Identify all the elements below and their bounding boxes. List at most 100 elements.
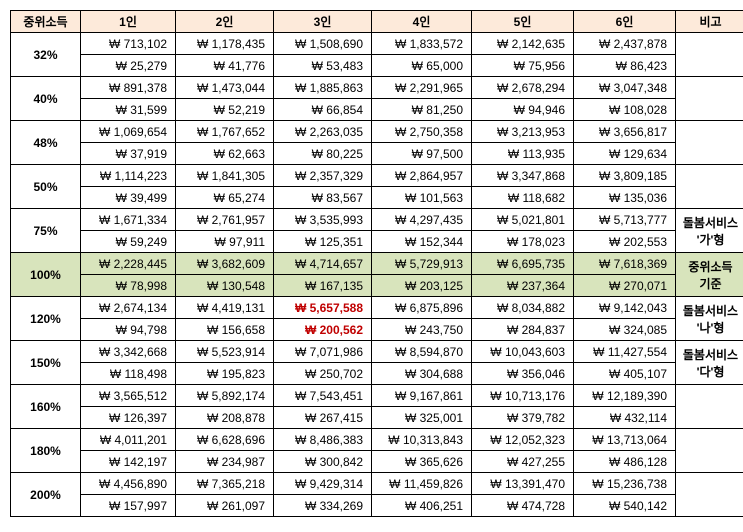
value-cell: ₩ 7,543,451 (274, 385, 372, 407)
value-cell: ₩ 157,997 (81, 495, 176, 517)
value-cell: ₩ 1,069,654 (81, 121, 176, 143)
table-row: 75%₩ 1,671,334₩ 2,761,957₩ 3,535,993₩ 4,… (11, 209, 743, 231)
col-header: 2인 (176, 11, 274, 33)
table-row: 100%₩ 2,228,445₩ 3,682,609₩ 4,714,657₩ 5… (11, 253, 743, 275)
value-cell: ₩ 80,225 (274, 143, 372, 165)
value-cell: ₩ 65,274 (176, 187, 274, 209)
value-cell: ₩ 178,023 (472, 231, 574, 253)
value-cell: ₩ 6,628,696 (176, 429, 274, 451)
value-cell: ₩ 195,823 (176, 363, 274, 385)
value-cell: ₩ 4,419,131 (176, 297, 274, 319)
value-cell: ₩ 1,885,863 (274, 77, 372, 99)
value-cell: ₩ 3,656,817 (574, 121, 676, 143)
value-cell: ₩ 234,987 (176, 451, 274, 473)
value-cell: ₩ 2,228,445 (81, 253, 176, 275)
value-cell: ₩ 94,946 (472, 99, 574, 121)
value-cell: ₩ 3,347,868 (472, 165, 574, 187)
note-cell (676, 473, 743, 517)
pct-cell: 120% (11, 297, 81, 341)
value-cell: ₩ 1,114,223 (81, 165, 176, 187)
value-cell: ₩ 75,956 (472, 55, 574, 77)
value-cell: ₩ 37,919 (81, 143, 176, 165)
value-cell: ₩ 261,097 (176, 495, 274, 517)
note-cell (676, 77, 743, 121)
value-cell: ₩ 325,001 (372, 407, 472, 429)
value-cell: ₩ 59,249 (81, 231, 176, 253)
col-header: 4인 (372, 11, 472, 33)
value-cell: ₩ 12,052,323 (472, 429, 574, 451)
value-cell: ₩ 7,365,218 (176, 473, 274, 495)
value-cell: ₩ 3,213,953 (472, 121, 574, 143)
pct-cell: 100% (11, 253, 81, 297)
value-cell: ₩ 1,767,652 (176, 121, 274, 143)
value-cell: ₩ 4,714,657 (274, 253, 372, 275)
pct-cell: 200% (11, 473, 81, 517)
table-row: 50%₩ 1,114,223₩ 1,841,305₩ 2,357,329₩ 2,… (11, 165, 743, 187)
pct-cell: 180% (11, 429, 81, 473)
value-cell: ₩ 11,459,826 (372, 473, 472, 495)
value-cell: ₩ 365,626 (372, 451, 472, 473)
value-cell: ₩ 304,688 (372, 363, 472, 385)
value-cell: ₩ 125,351 (274, 231, 372, 253)
value-cell: ₩ 118,682 (472, 187, 574, 209)
value-cell: ₩ 10,713,176 (472, 385, 574, 407)
value-cell: ₩ 202,553 (574, 231, 676, 253)
value-cell: ₩ 4,456,890 (81, 473, 176, 495)
value-cell: ₩ 200,562 (274, 319, 372, 341)
table-row: ₩ 126,397₩ 208,878₩ 267,415₩ 325,001₩ 37… (11, 407, 743, 429)
value-cell: ₩ 142,197 (81, 451, 176, 473)
value-cell: ₩ 2,142,635 (472, 33, 574, 55)
value-cell: ₩ 7,071,986 (274, 341, 372, 363)
note-cell (676, 429, 743, 473)
table-row: ₩ 37,919₩ 62,663₩ 80,225₩ 97,500₩ 113,93… (11, 143, 743, 165)
value-cell: ₩ 13,391,470 (472, 473, 574, 495)
value-cell: ₩ 6,875,896 (372, 297, 472, 319)
table-row: ₩ 142,197₩ 234,987₩ 300,842₩ 365,626₩ 42… (11, 451, 743, 473)
value-cell: ₩ 66,854 (274, 99, 372, 121)
table-row: 150%₩ 3,342,668₩ 5,523,914₩ 7,071,986₩ 8… (11, 341, 743, 363)
table-body: 32%₩ 713,102₩ 1,178,435₩ 1,508,690₩ 1,83… (11, 33, 743, 517)
value-cell: ₩ 83,567 (274, 187, 372, 209)
value-cell: ₩ 2,864,957 (372, 165, 472, 187)
value-cell: ₩ 1,671,334 (81, 209, 176, 231)
col-header: 6인 (574, 11, 676, 33)
value-cell: ₩ 474,728 (472, 495, 574, 517)
value-cell: ₩ 2,437,878 (574, 33, 676, 55)
value-cell: ₩ 31,599 (81, 99, 176, 121)
value-cell: ₩ 3,535,993 (274, 209, 372, 231)
pct-cell: 150% (11, 341, 81, 385)
value-cell: ₩ 8,486,383 (274, 429, 372, 451)
value-cell: ₩ 5,523,914 (176, 341, 274, 363)
value-cell: ₩ 9,429,314 (274, 473, 372, 495)
value-cell: ₩ 97,500 (372, 143, 472, 165)
value-cell: ₩ 406,251 (372, 495, 472, 517)
value-cell: ₩ 203,125 (372, 275, 472, 297)
value-cell: ₩ 3,809,185 (574, 165, 676, 187)
value-cell: ₩ 156,658 (176, 319, 274, 341)
value-cell: ₩ 126,397 (81, 407, 176, 429)
value-cell: ₩ 1,473,044 (176, 77, 274, 99)
table-row: ₩ 94,798₩ 156,658₩ 200,562₩ 243,750₩ 284… (11, 319, 743, 341)
value-cell: ₩ 94,798 (81, 319, 176, 341)
pct-cell: 40% (11, 77, 81, 121)
value-cell: ₩ 53,483 (274, 55, 372, 77)
value-cell: ₩ 52,219 (176, 99, 274, 121)
table-row: ₩ 157,997₩ 261,097₩ 334,269₩ 406,251₩ 47… (11, 495, 743, 517)
value-cell: ₩ 11,427,554 (574, 341, 676, 363)
table-row: ₩ 59,249₩ 97,911₩ 125,351₩ 152,344₩ 178,… (11, 231, 743, 253)
value-cell: ₩ 3,682,609 (176, 253, 274, 275)
table-row: ₩ 25,279₩ 41,776₩ 53,483₩ 65,000₩ 75,956… (11, 55, 743, 77)
value-cell: ₩ 118,498 (81, 363, 176, 385)
value-cell: ₩ 2,761,957 (176, 209, 274, 231)
value-cell: ₩ 9,167,861 (372, 385, 472, 407)
value-cell: ₩ 4,011,201 (81, 429, 176, 451)
pct-cell: 48% (11, 121, 81, 165)
table-row: 160%₩ 3,565,512₩ 5,892,174₩ 7,543,451₩ 9… (11, 385, 743, 407)
value-cell: ₩ 713,102 (81, 33, 176, 55)
value-cell: ₩ 86,423 (574, 55, 676, 77)
value-cell: ₩ 356,046 (472, 363, 574, 385)
note-cell: 돌봄서비스'가'형 (676, 209, 743, 253)
value-cell: ₩ 243,750 (372, 319, 472, 341)
value-cell: ₩ 62,663 (176, 143, 274, 165)
note-cell (676, 385, 743, 429)
